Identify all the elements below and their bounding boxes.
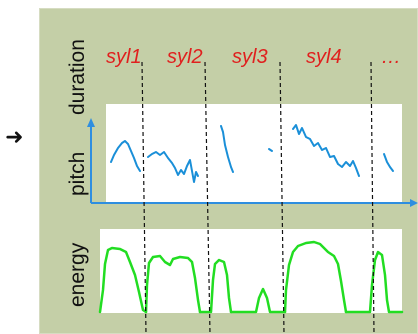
pitch-axes	[87, 118, 418, 207]
energy-envelope-syl3	[198, 258, 233, 314]
syllable-label-4: syl4	[306, 46, 342, 68]
pitch-contour-syl2	[147, 151, 199, 183]
pitch-contour-syl3b	[268, 148, 273, 152]
right-arrow-icon: ➜	[5, 125, 24, 150]
pitch-contour-syl1	[110, 140, 141, 172]
pitch-x-axis-arrowhead	[410, 199, 418, 207]
energy-envelope-syl2	[144, 254, 202, 314]
pitch-contours	[110, 124, 394, 183]
energy-envelope-syl4	[283, 240, 348, 314]
energy-envelope-syl5	[344, 250, 404, 314]
pitch-contour-syl4	[292, 124, 360, 177]
boundary-line-4	[370, 61, 375, 334]
syllable-label-1: syl1	[106, 46, 142, 68]
energy-envelope-syl3b	[229, 287, 287, 314]
syllable-label-2: syl2	[167, 46, 203, 68]
syllable-label-3: syl3	[232, 46, 268, 68]
boundary-line-3	[279, 61, 285, 334]
pitch-plot-area	[106, 104, 402, 204]
boundary-line-1	[141, 61, 147, 334]
pitch-contour-syl3a	[220, 125, 234, 173]
pitch-contour-syl5	[383, 153, 394, 172]
syllable-label-ellipsis: …	[381, 46, 401, 68]
energy-plot-area	[100, 229, 402, 313]
pitch-y-axis-arrowhead	[87, 118, 95, 127]
syllable-boundaries	[141, 61, 375, 334]
energy-envelope-syl1	[98, 246, 148, 314]
boundary-line-2	[204, 61, 211, 334]
energy-envelopes	[98, 240, 404, 314]
